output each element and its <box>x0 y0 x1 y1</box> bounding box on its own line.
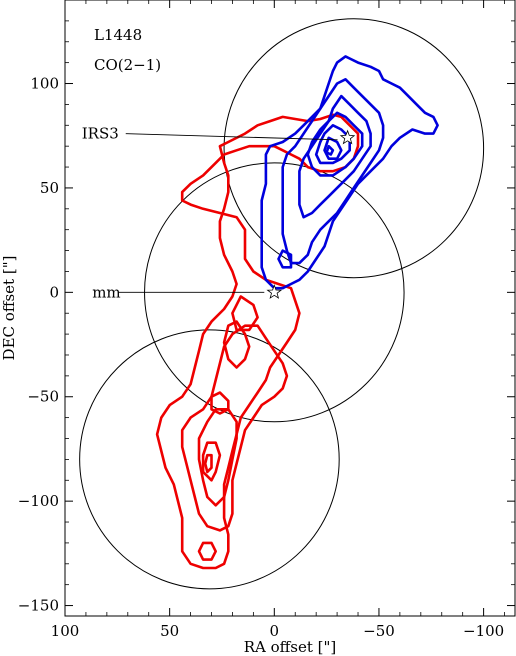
red-contour-3 <box>201 441 222 482</box>
field-circle-north <box>223 18 485 279</box>
y-tick-label-3: 0 <box>49 283 59 301</box>
marker-leader-irs3 <box>125 133 338 141</box>
x-tick-label-1: 50 <box>160 622 179 640</box>
blue-contour-5 <box>323 136 343 160</box>
field-circles <box>79 18 485 590</box>
blue-contour-2 <box>298 94 372 219</box>
blue-contour-7 <box>277 249 293 269</box>
y-tick-label-2: −50 <box>27 388 59 406</box>
y-tick-label-5: 100 <box>30 75 59 93</box>
annotation-line: CO(2−1) <box>94 56 161 74</box>
x-axis-label: RA offset ["] <box>244 638 337 656</box>
plot-frame <box>64 0 516 617</box>
marker-label-mm: mm <box>92 283 120 301</box>
blue-contour-1 <box>281 78 385 265</box>
red-contour-0 <box>155 113 360 570</box>
blue-contour-0 <box>260 55 439 290</box>
y-tick-label-1: −100 <box>18 492 59 510</box>
marker-label-irs3: IRS3 <box>82 125 119 143</box>
marker-star-irs3 <box>339 129 356 145</box>
red-contour-6 <box>210 391 230 415</box>
field-circle-south <box>79 329 340 590</box>
contour-layer <box>155 55 439 570</box>
marker-layer: IRS3 mm <box>82 125 356 301</box>
x-tick-label-0: 100 <box>51 622 80 640</box>
x-tick-label-2: 0 <box>270 622 280 640</box>
red-contour-2 <box>197 408 238 507</box>
red-contour-8 <box>197 541 217 561</box>
y-tick-label-0: −150 <box>18 597 59 615</box>
axis-ticks: 100 50 0 −50 −100 −150 −100 −50 0 50 100 <box>18 0 515 640</box>
red-contour-5 <box>222 320 251 369</box>
red-contour-7 <box>231 295 259 332</box>
annotation-source: L1448 <box>94 26 142 44</box>
blue-contour-3 <box>306 111 364 177</box>
red-contour-1 <box>180 324 289 532</box>
y-axis-label: DEC offset ["] <box>0 256 18 361</box>
y-tick-label-4: 50 <box>40 179 59 197</box>
plot-area: IRS3 mm 100 50 0 −50 −100 −150 −100 −50 0 50 100 <box>18 0 516 640</box>
x-tick-label-3: −50 <box>363 622 395 640</box>
x-tick-label-4: −100 <box>463 622 504 640</box>
blue-contour-6 <box>325 144 335 156</box>
red-contour-4 <box>203 453 213 474</box>
marker-star-mm <box>266 284 283 299</box>
